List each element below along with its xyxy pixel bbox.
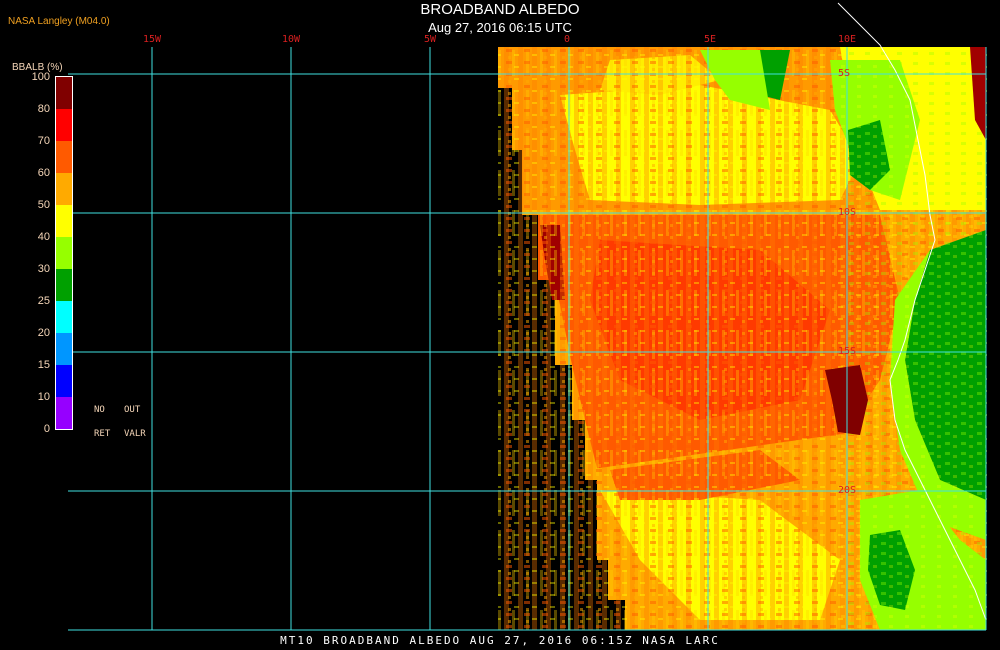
source-label: NASA Langley (M04.0): [8, 16, 110, 27]
lat-lon-grid: [68, 47, 987, 631]
colorbar-label: 15: [37, 359, 50, 371]
colorbar-swatch-orange: [56, 173, 72, 205]
swath-area: [498, 47, 988, 630]
colorbar-label: 0: [43, 423, 50, 435]
colorbar-swatch-green: [56, 269, 72, 301]
lon-label-15w: 15W: [143, 34, 162, 45]
colorbar-label: 80: [37, 103, 50, 115]
lat-label-20s: 20S: [838, 485, 857, 496]
map-title: BROADBAND ALBEDO: [420, 1, 580, 18]
lon-label-5e: 5E: [704, 34, 717, 45]
coastline: [837, 2, 987, 621]
lat-label-5s: 5S: [838, 68, 851, 79]
colorbar-swatch-orange-red: [56, 141, 72, 173]
colorbar-label: 40: [37, 231, 50, 243]
note-no: NO: [94, 405, 105, 415]
colorbar-label: 60: [37, 167, 50, 179]
colorbar: [55, 76, 73, 430]
colorbar-label: 30: [37, 263, 50, 275]
colorbar-label: 100: [31, 71, 50, 83]
map-timestamp: Aug 27, 2016 06:15 UTC: [428, 20, 572, 35]
lon-label-10e: 10E: [838, 34, 857, 45]
colorbar-label: 10: [37, 391, 50, 403]
lat-label-15s: 15S: [838, 346, 857, 357]
dark-red-patch-2: [970, 47, 986, 140]
colorbar-swatch-blue: [56, 365, 72, 397]
colorbar-swatch-light-blue: [56, 333, 72, 365]
colorbar-label: 25: [37, 295, 50, 307]
colorbar-label: 20: [37, 327, 50, 339]
lon-label-5w: 5W: [424, 34, 437, 45]
colorbar-swatch-light-green: [56, 237, 72, 269]
note-valr: VALR: [124, 429, 146, 439]
lat-label-10s: 10S: [838, 207, 857, 218]
colorbar-swatch-dark-red: [56, 77, 72, 109]
colorbar-label: 70: [37, 135, 50, 147]
footer-caption: MT10 BROADBAND ALBEDO AUG 27, 2016 06:15…: [280, 634, 720, 647]
colorbar-swatch-yellow: [56, 205, 72, 237]
note-out: OUT: [124, 405, 141, 415]
colorbar-label: 50: [37, 199, 50, 211]
colorbar-title: BBALB (%): [12, 62, 63, 73]
colorbar-swatch-red: [56, 109, 72, 141]
note-ret: RET: [94, 429, 111, 439]
lon-label-10w: 10W: [282, 34, 301, 45]
colorbar-swatch-violet: [56, 397, 72, 429]
colorbar-swatch-cyan: [56, 301, 72, 333]
lon-label-0: 0: [564, 34, 571, 45]
north-lightgreen: [700, 50, 770, 110]
